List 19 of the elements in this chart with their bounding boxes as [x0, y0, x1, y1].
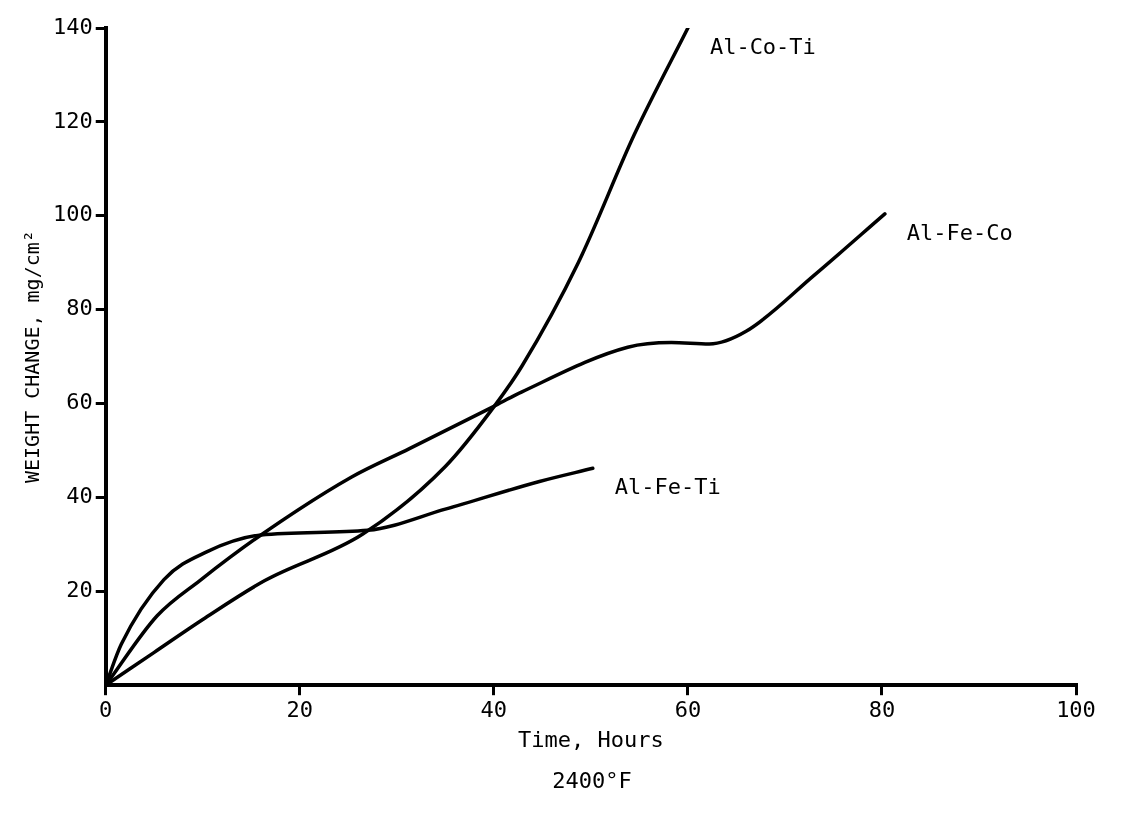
y-axis-title: WEIGHT CHANGE, mg/cm² — [20, 230, 45, 484]
x-tick-label: 80 — [868, 697, 896, 723]
y-tick-label: 60 — [66, 389, 93, 415]
x-tick-label: 100 — [1056, 697, 1096, 723]
x-tick-label: 20 — [286, 697, 314, 723]
y-tick-label: 140 — [52, 13, 93, 39]
text: 2400°F — [551, 768, 633, 793]
x-tick-label: 40 — [480, 697, 508, 723]
x-tick-label: 0 — [99, 697, 113, 723]
x-axis-title: Time, Hours — [518, 726, 664, 752]
y-tick-label: 40 — [66, 483, 93, 509]
y-tick-label: 120 — [52, 107, 93, 133]
y-tick-label: 100 — [52, 201, 93, 227]
x-tick-label: 60 — [674, 697, 702, 723]
series-label: Al-Co-Ti — [709, 33, 816, 59]
y-tick-label: 80 — [66, 295, 93, 321]
series-label: Al-Fe-Co — [906, 219, 1013, 245]
series-label: Al-Fe-Ti — [614, 474, 721, 500]
y-tick-label: 20 — [66, 577, 93, 603]
